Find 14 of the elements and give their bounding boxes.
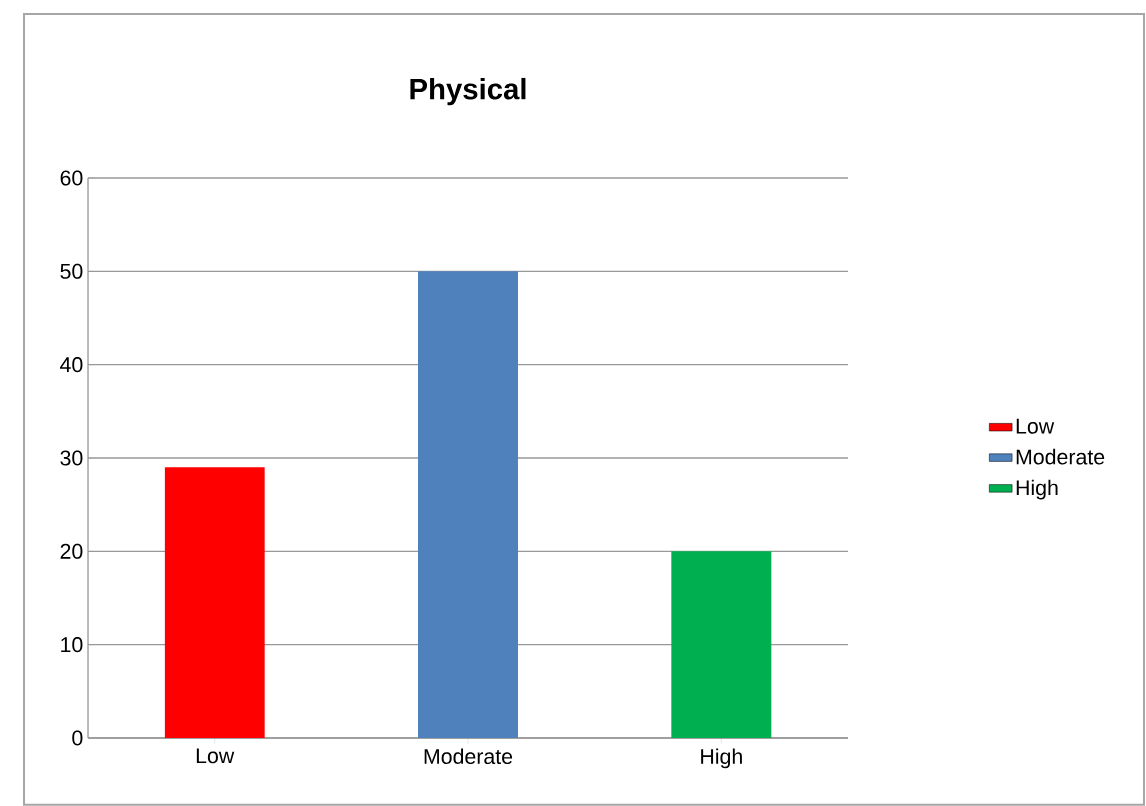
x-tick-label: Moderate (424, 748, 513, 765)
y-tick-label: 60 (60, 170, 83, 186)
y-tick-label: 10 (61, 637, 83, 653)
legend-label: Low (1016, 418, 1055, 434)
legend-label: Moderate (1016, 448, 1105, 465)
legend-label: High (1016, 479, 1058, 500)
y-tick-label: 30 (60, 450, 83, 466)
y-tick-label: 40 (60, 357, 83, 373)
y-tick-label: 20 (60, 543, 83, 559)
x-tick-label: High (701, 748, 742, 769)
chart-title: Physical (410, 77, 526, 106)
x-tick-label: Low (196, 748, 235, 764)
y-tick-label: 50 (60, 263, 83, 279)
y-tick-label: 0 (72, 730, 83, 746)
